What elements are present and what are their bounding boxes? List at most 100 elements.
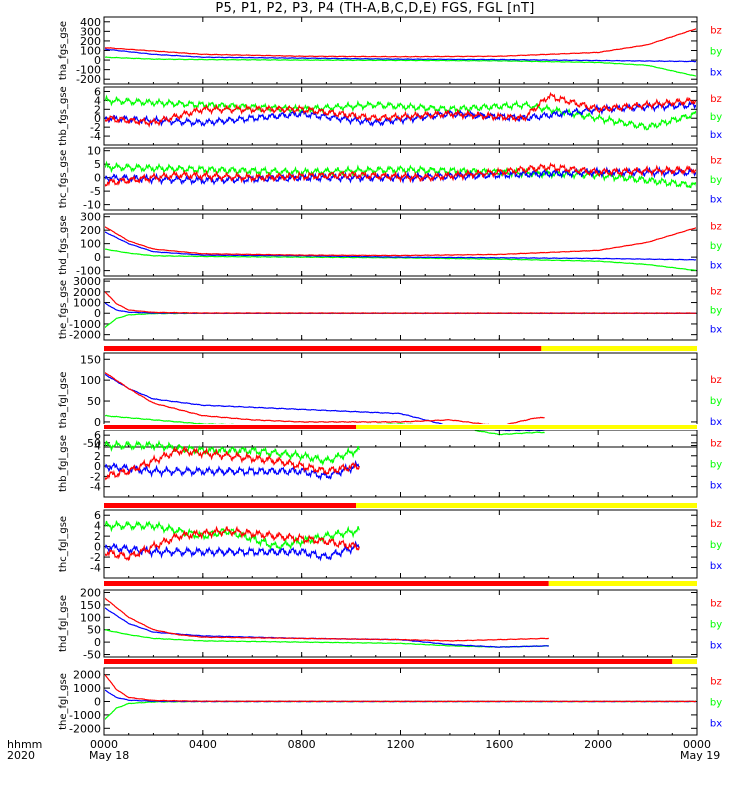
series-line-bz <box>105 291 696 315</box>
legend-bx: bx <box>710 194 722 205</box>
y-tick-label: 300 <box>80 211 101 224</box>
mode-bar-segment-yellow <box>548 581 697 586</box>
panel-thc_fgs_gse <box>103 147 698 211</box>
mode-bar <box>103 658 698 665</box>
y-tick-label: -100 <box>76 64 101 77</box>
y-axis-label: thd_fgl_gse <box>58 595 69 652</box>
y-tick-label: 150 <box>80 599 101 612</box>
legend-by: by <box>710 241 722 252</box>
series-line-bx <box>105 459 360 481</box>
chart-title: P5, P1, P2, P3, P4 (TH-A,B,C,D,E) FGS, F… <box>215 1 535 16</box>
panel-thd_fgl_gse <box>103 589 698 658</box>
series-line-by <box>105 160 696 189</box>
y-tick-label: 2000 <box>73 286 101 299</box>
y-tick-label: 0 <box>94 112 101 125</box>
panel-frame <box>103 589 698 658</box>
series-line-bx <box>105 231 696 261</box>
y-tick-label: -2000 <box>69 722 101 735</box>
legend-bz: bz <box>710 519 722 530</box>
y-tick-label: 0 <box>94 636 101 649</box>
series-line-bz <box>105 525 360 562</box>
y-tick-label: 300 <box>80 25 101 38</box>
y-tick-label: 6 <box>94 429 101 442</box>
mode-bar-segment-red <box>104 346 542 351</box>
y-tick-label: 100 <box>80 611 101 624</box>
y-tick-label: 4 <box>94 520 101 533</box>
y-tick-label: 0 <box>94 172 101 185</box>
series-line-bx <box>105 48 696 63</box>
mode-bar <box>103 502 698 509</box>
mode-bar-segment-red <box>104 425 357 429</box>
panel-the_fgl_gse <box>103 667 698 736</box>
series-line-bz <box>105 597 549 642</box>
mode-bar <box>103 424 698 430</box>
y-tick-label: 100 <box>80 45 101 58</box>
panel-thc_fgl_gse <box>103 509 698 579</box>
y-tick-label: -10 <box>83 199 101 212</box>
series-line-bz <box>105 371 545 427</box>
legend-bz: bz <box>710 599 722 610</box>
panel-frame <box>103 86 698 146</box>
y-axis-label: thc_fgl_gse <box>58 516 69 572</box>
legend-by: by <box>710 175 722 186</box>
y-tick-label: -5 <box>90 185 101 198</box>
legend-bx: bx <box>710 561 722 572</box>
legend-bx: bx <box>710 325 722 336</box>
mode-bar-segment-yellow <box>541 346 697 351</box>
y-axis-label: thb_fgs_gse <box>58 86 69 145</box>
y-tick-label: 3000 <box>73 275 101 288</box>
legend-bz: bz <box>710 26 722 37</box>
y-tick-label: 200 <box>80 35 101 48</box>
y-tick-label: -50 <box>83 437 101 450</box>
y-tick-label: 200 <box>80 224 101 237</box>
y-tick-label: -100 <box>76 265 101 278</box>
y-tick-label: 0 <box>94 54 101 67</box>
mode-bar-segment-yellow <box>672 659 697 664</box>
panel-thd_fgs_gse <box>103 213 698 277</box>
legend-bz: bz <box>710 286 722 297</box>
legend-bx: bx <box>710 640 722 651</box>
series-line-bx <box>105 689 696 703</box>
x-axis-unit-label: hhmm <box>7 738 43 751</box>
y-tick-label: 2 <box>94 103 101 116</box>
legend-bz: bz <box>710 94 722 105</box>
y-axis-label: the_fgl_gse <box>58 673 69 730</box>
legend-by: by <box>710 112 722 123</box>
y-tick-label: 200 <box>80 586 101 599</box>
x-tick-label: 0000 <box>683 738 711 751</box>
x-tick-label: 0800 <box>288 738 316 751</box>
panel-frame <box>103 509 698 579</box>
y-axis-label: thd_fgs_gse <box>58 215 69 274</box>
y-axis-label: thc_fgs_gse <box>58 150 69 209</box>
legend-bz: bz <box>710 439 722 450</box>
series-line-bz <box>105 673 696 703</box>
x-axis-end-date: May 19 <box>680 749 721 762</box>
legend-bx: bx <box>710 130 722 141</box>
panel-the_fgs_gse <box>103 278 698 341</box>
x-tick-label: 2000 <box>584 738 612 751</box>
series-line-by <box>105 700 696 721</box>
y-tick-label: 0 <box>94 416 101 429</box>
y-tick-label: 0 <box>94 460 101 473</box>
legend-by: by <box>710 698 722 709</box>
y-tick-label: 100 <box>80 238 101 251</box>
legend-bx: bx <box>710 480 722 491</box>
legend-by: by <box>710 460 722 471</box>
series-line-bz <box>105 226 696 257</box>
y-tick-label: -4 <box>90 130 101 143</box>
y-tick-label: 0 <box>94 307 101 320</box>
mode-bar-segment-yellow <box>356 503 697 508</box>
y-tick-label: 0 <box>94 696 101 709</box>
x-tick-label: 0400 <box>189 738 217 751</box>
legend-bx: bx <box>710 718 722 729</box>
panel-thb_fgl_gse <box>103 429 698 498</box>
y-tick-label: -4 <box>90 481 101 494</box>
y-tick-label: -200 <box>76 73 101 86</box>
y-axis-label: the_fgs_gse <box>58 280 69 339</box>
mode-bar-segment-red <box>104 659 673 664</box>
y-tick-label: 5 <box>94 158 101 171</box>
y-axis-label: tha_fgl_gse <box>58 372 69 429</box>
x-axis-year-label: 2020 <box>7 749 35 762</box>
y-tick-label: 1000 <box>73 682 101 695</box>
